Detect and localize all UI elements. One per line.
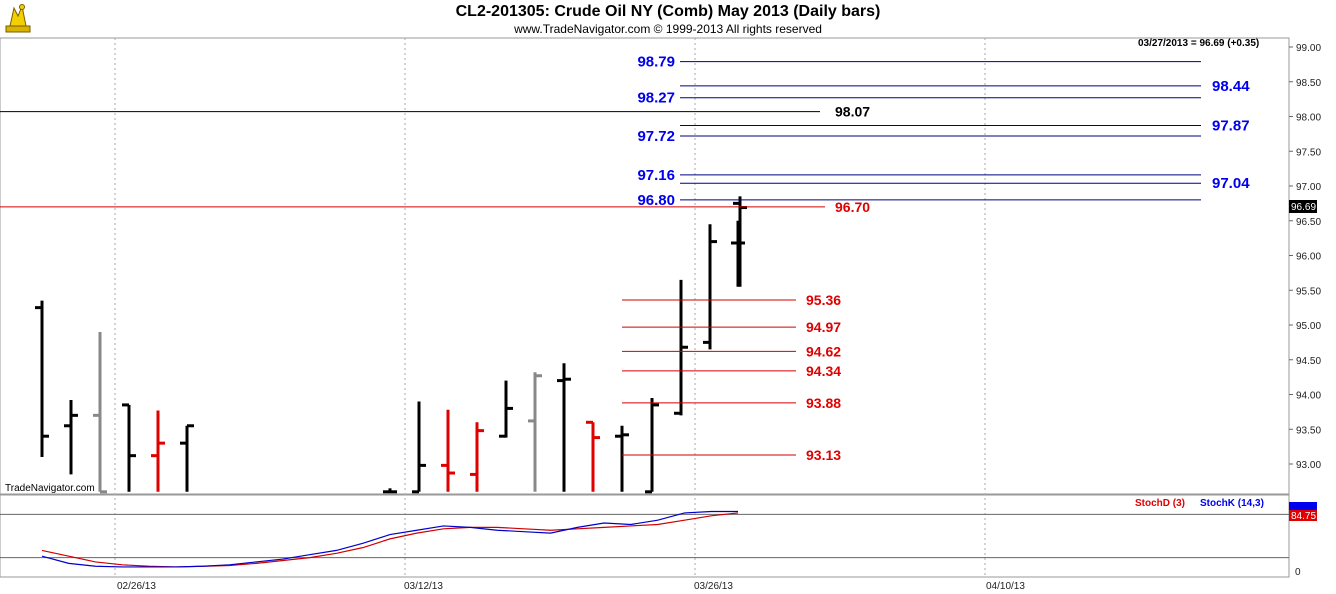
last-quote-label: 03/27/2013 = 96.69 (+0.35)	[1138, 38, 1259, 49]
level-label-red: 93.88	[806, 395, 841, 411]
x-tick-label: 04/10/13	[986, 581, 1025, 592]
level-label-red: 93.13	[806, 447, 841, 463]
time-axis: 02/26/13 03/12/13 03/26/13 04/10/13	[117, 581, 1025, 592]
stoch-k-line	[41, 510, 738, 568]
ohlc-bar	[151, 410, 165, 492]
price-tag-label: 96.69	[1291, 202, 1316, 213]
level-lines: 98.07 98.79 98.27 97.72 97.16 96.80 98.44 97.87…	[0, 54, 1250, 463]
ohlc-bar	[528, 372, 542, 492]
level-label-blue: 97.87	[1212, 118, 1250, 135]
stochastic-indicator	[0, 510, 1289, 568]
ohlc-bar	[615, 425, 629, 492]
level-label-blue: 98.44	[1212, 78, 1250, 95]
chart-title: CL2-201305: Crude Oil NY (Comb) May 2013…	[455, 3, 881, 20]
level-label-red: 95.36	[806, 292, 841, 308]
y-tick-label: 97.50	[1296, 147, 1321, 158]
legend-stoch-k: StochK (14,3)	[1200, 498, 1264, 509]
x-tick-label: 03/12/13	[404, 581, 443, 592]
level-label-black: 98.07	[835, 104, 870, 120]
y-tick-label: 94.00	[1296, 391, 1321, 402]
level-label-blue: 98.79	[637, 54, 675, 71]
level-label-red: 96.70	[835, 199, 870, 215]
ohlc-bar	[470, 422, 484, 492]
watermark-label: TradeNavigator.com	[5, 483, 95, 494]
trade-navigator-logo	[5, 4, 31, 33]
level-label-red: 94.34	[806, 363, 841, 379]
level-label-blue: 97.72	[637, 128, 675, 145]
chart-header: CL2-201305: Crude Oil NY (Comb) May 2013…	[0, 0, 1336, 38]
level-label-blue: 98.27	[637, 90, 675, 107]
stoch-d-tag	[1289, 510, 1317, 521]
ohlc-bar	[64, 400, 78, 475]
indicator-panel-frame	[0, 494, 1290, 578]
y-tick-label: 96.50	[1296, 217, 1321, 228]
level-label-red: 94.62	[806, 343, 841, 359]
ohlc-bar	[703, 224, 717, 350]
ohlc-bar	[93, 331, 107, 494]
ohlc-bar	[499, 380, 513, 438]
ohlc-bar	[383, 488, 397, 494]
price-tag	[1289, 200, 1317, 213]
ohlc-bar	[645, 397, 659, 494]
y-tick-label: 94.50	[1296, 356, 1321, 367]
ohlc-bar	[557, 363, 571, 492]
x-tick-label: 03/26/13	[694, 581, 733, 592]
y-tick-label: 96.00	[1296, 252, 1321, 263]
ohlc-bar	[122, 403, 136, 492]
stoch-tag-label: 84.75	[1291, 511, 1316, 522]
y-tick-label: 97.00	[1296, 182, 1321, 193]
level-label-blue: 97.04	[1212, 175, 1250, 192]
x-tick-label: 02/26/13	[117, 581, 156, 592]
ohlc-bar	[731, 220, 745, 287]
y-tick-label: 93.00	[1296, 460, 1321, 471]
level-label-blue: 97.16	[637, 167, 675, 184]
ohlc-bars	[35, 196, 747, 494]
ohlc-bar	[586, 420, 600, 492]
y-tick-label: 95.50	[1296, 286, 1321, 297]
ohlc-bar	[733, 196, 747, 287]
y-tick-label: 98.50	[1296, 78, 1321, 89]
ohlc-bar	[441, 409, 455, 492]
indicator-axis-zero: 0	[1295, 567, 1301, 578]
ohlc-bar	[412, 401, 426, 494]
y-tick-label: 99.00	[1296, 43, 1321, 54]
ohlc-bar	[674, 279, 688, 416]
chart-subtitle: www.TradeNavigator.com © 1999-2013 All r…	[514, 22, 822, 36]
level-label-red: 94.97	[806, 319, 841, 335]
y-tick-label: 95.00	[1296, 321, 1321, 332]
price-panel-frame	[0, 37, 1290, 495]
ohlc-bar	[35, 300, 49, 458]
ohlc-bar	[180, 424, 194, 492]
y-tick-label: 93.50	[1296, 425, 1321, 436]
stoch-d-line	[41, 512, 739, 568]
level-label-blue: 96.80	[637, 192, 675, 209]
stoch-k-tag	[1289, 502, 1317, 512]
legend-stoch-d: StochD (3)	[1135, 498, 1185, 509]
price-axis: 99.00 98.50 98.00 97.50 97.00 96.50 96.00 95.50…	[1289, 43, 1321, 471]
y-tick-label: 98.00	[1296, 113, 1321, 124]
